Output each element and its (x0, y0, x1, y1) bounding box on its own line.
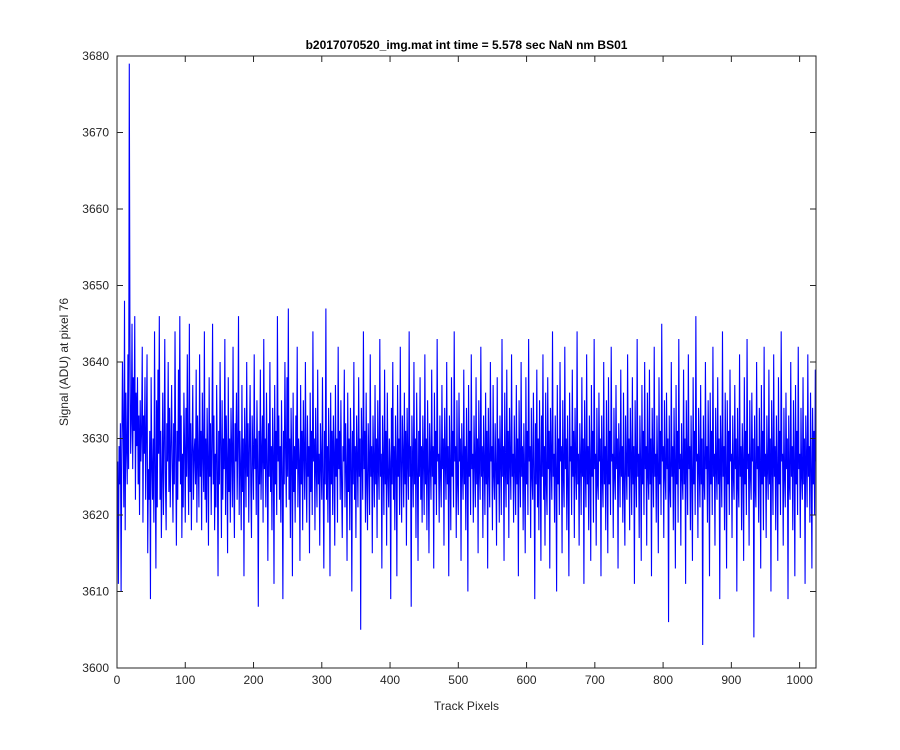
y-tick-label: 3670 (82, 126, 109, 140)
y-tick-label: 3640 (82, 355, 109, 369)
y-axis-label: Signal (ADU) at pixel 76 (57, 298, 71, 426)
y-tick-label: 3600 (82, 661, 109, 675)
x-tick-label: 300 (312, 673, 332, 687)
x-tick-label: 700 (585, 673, 605, 687)
x-tick-label: 1000 (786, 673, 813, 687)
x-tick-label: 800 (653, 673, 673, 687)
x-tick-label: 900 (721, 673, 741, 687)
y-axis: 3600 3610 3620 3630 3640 3650 3660 3670 3680 (82, 49, 816, 675)
y-tick-label: 3630 (82, 432, 109, 446)
x-axis: 0 100 200 300 400 500 600 700 800 900 1000 (114, 56, 813, 687)
x-tick-label: 500 (448, 673, 468, 687)
series-line (117, 63, 816, 646)
chart-title: b2017070520_img.mat int time = 5.578 sec… (306, 38, 628, 52)
x-axis-label: Track Pixels (434, 699, 499, 713)
plot-background (117, 56, 816, 668)
x-tick-label: 600 (517, 673, 537, 687)
x-tick-label: 200 (244, 673, 264, 687)
y-tick-label: 3620 (82, 508, 109, 522)
y-tick-label: 3650 (82, 279, 109, 293)
x-tick-label: 0 (114, 673, 121, 687)
y-tick-label: 3680 (82, 49, 109, 63)
x-tick-label: 100 (175, 673, 195, 687)
y-tick-label: 3610 (82, 585, 109, 599)
x-tick-label: 400 (380, 673, 400, 687)
plot-area (117, 63, 816, 646)
y-tick-label: 3660 (82, 202, 109, 216)
